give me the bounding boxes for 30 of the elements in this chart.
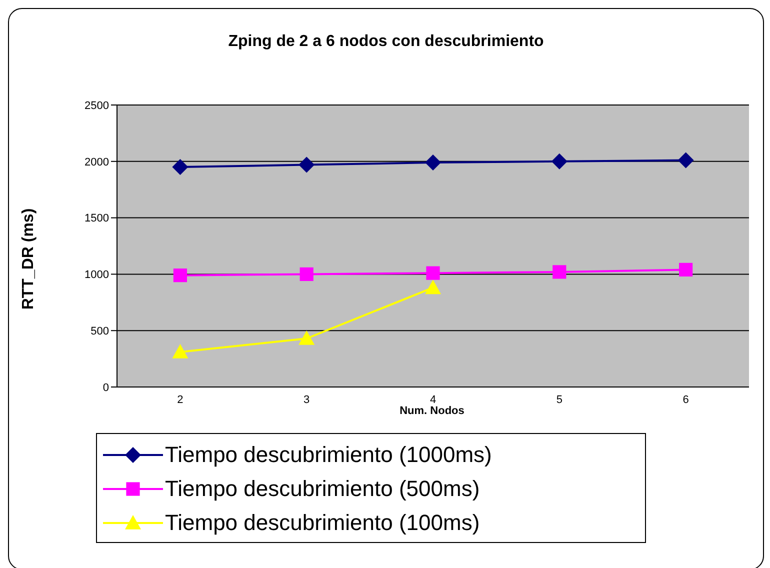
- point: [298, 330, 315, 345]
- point: [172, 159, 188, 176]
- point: [300, 267, 314, 281]
- x-tick-label: 5: [556, 394, 562, 406]
- y-tick-label: 0: [102, 382, 109, 394]
- y-tick-label: 1500: [84, 212, 109, 225]
- x-tick-label: 6: [682, 394, 689, 406]
- x-tick-label: 3: [304, 394, 310, 406]
- point: [425, 154, 441, 171]
- point: [172, 344, 188, 358]
- point: [551, 153, 568, 170]
- point: [298, 156, 315, 173]
- point: [173, 268, 187, 282]
- x-tick-label: 2: [177, 394, 184, 406]
- point: [552, 265, 566, 279]
- legend-label: Tiempo descubrimiento (500ms): [165, 476, 480, 502]
- x-axis-title: Num. Nodos: [398, 405, 466, 417]
- y-tick-label: 500: [90, 326, 109, 338]
- chart-title: Zping de 2 a 6 nodos con descubrimiento: [227, 33, 545, 51]
- y-tick-label: 2500: [84, 100, 109, 112]
- point: [678, 152, 694, 168]
- point: [426, 266, 440, 280]
- point: [679, 262, 693, 276]
- y-tick-label: 1000: [84, 269, 109, 282]
- legend-label: Tiempo descubrimiento (1000ms): [165, 442, 492, 468]
- y-axis-title: RTT_DR (ms): [20, 208, 38, 310]
- y-tick-label: 2000: [84, 156, 109, 168]
- point: [425, 280, 441, 294]
- x-tick-label: 4: [430, 394, 436, 406]
- legend-label: Tiempo descubrimiento (100ms): [165, 510, 480, 536]
